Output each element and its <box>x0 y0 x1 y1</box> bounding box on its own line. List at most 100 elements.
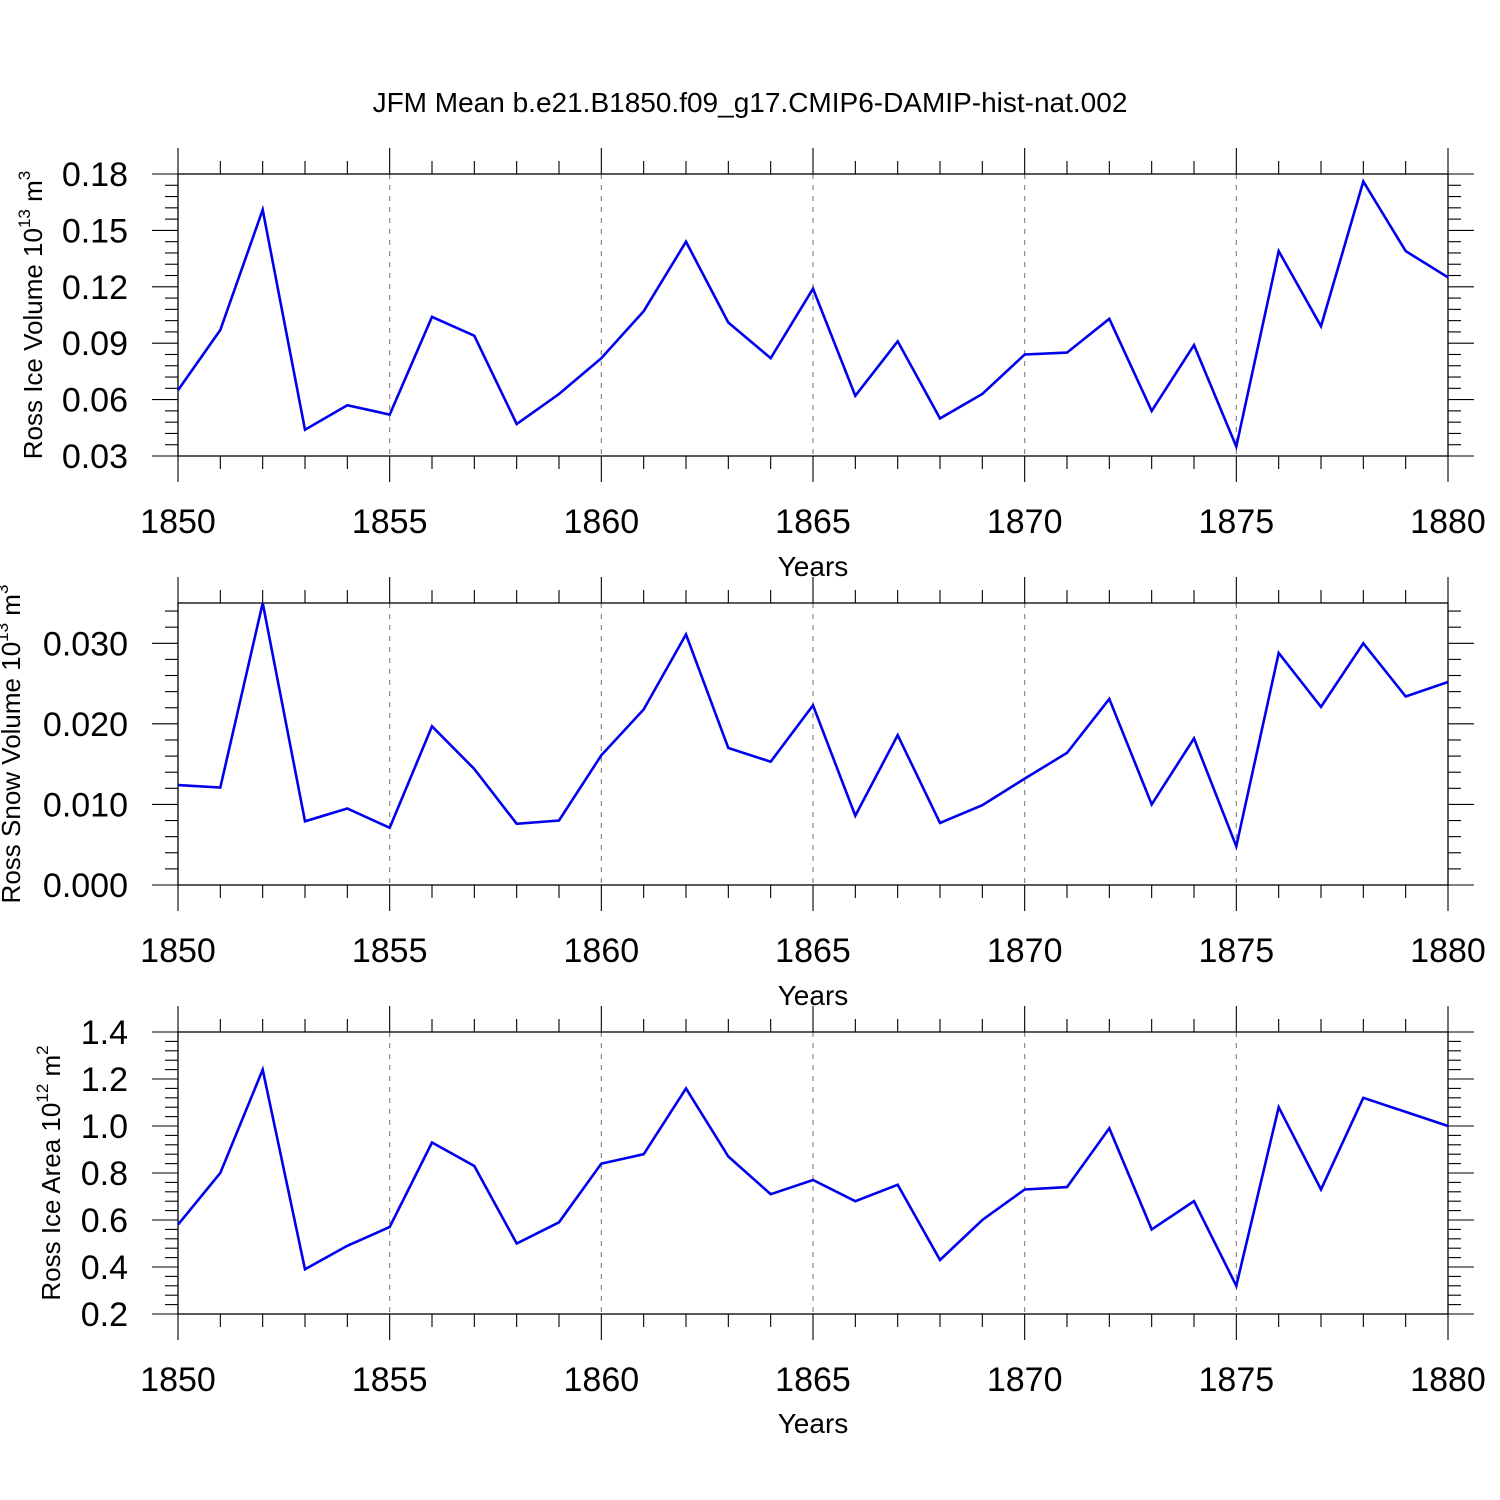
y-label-text: Ross Ice Volume 10 <box>18 228 48 459</box>
data-point <box>684 632 688 636</box>
x-tick-label: 1850 <box>140 932 216 970</box>
x-tick-label: 1860 <box>564 1361 640 1399</box>
y-axis-label: Ross Ice Area 1012 m2 <box>33 1045 66 1300</box>
data-point <box>599 753 603 757</box>
x-tick-label: 1865 <box>775 503 851 541</box>
y-tick-label: 1.4 <box>81 1014 128 1052</box>
y-label-superscript: 12 <box>33 1084 52 1103</box>
y-label-superscript: 2 <box>33 1045 52 1054</box>
data-point <box>557 1220 561 1224</box>
data-point <box>1277 249 1281 253</box>
data-point <box>303 819 307 823</box>
data-point <box>1150 1227 1154 1231</box>
x-tick-label: 1855 <box>352 1361 428 1399</box>
data-point <box>980 392 984 396</box>
data-point <box>769 1192 773 1196</box>
data-point <box>642 309 646 313</box>
data-point <box>1361 641 1365 645</box>
data-point <box>218 328 222 332</box>
data-point <box>811 703 815 707</box>
data-point <box>938 416 942 420</box>
y-label-superscript: 13 <box>15 209 34 228</box>
data-point <box>303 428 307 432</box>
data-point <box>515 822 519 826</box>
data-point <box>472 767 476 771</box>
data-point <box>896 733 900 737</box>
data-point <box>1446 275 1450 279</box>
data-point <box>345 403 349 407</box>
y-tick-label: 0.12 <box>62 269 128 307</box>
data-point <box>557 819 561 823</box>
data-point <box>1065 1185 1069 1189</box>
data-point <box>1446 1124 1450 1128</box>
data-point <box>599 1162 603 1166</box>
data-point <box>388 1225 392 1229</box>
y-label-superscript: 3 <box>0 585 12 594</box>
data-point <box>1319 705 1323 709</box>
data-point <box>726 321 730 325</box>
y-tick-label: 0.010 <box>43 786 128 824</box>
data-point <box>1192 736 1196 740</box>
x-tick-label: 1875 <box>1199 1361 1275 1399</box>
data-point <box>896 1183 900 1187</box>
y-tick-label: 0.030 <box>43 625 128 663</box>
data-point <box>1277 1105 1281 1109</box>
y-tick-label: 0.000 <box>43 867 128 905</box>
data-point <box>1192 343 1196 347</box>
data-point <box>769 356 773 360</box>
data-point <box>684 240 688 244</box>
plot-frame <box>177 1031 1449 1315</box>
data-point <box>1150 409 1154 413</box>
x-tick-label: 1865 <box>775 1361 851 1399</box>
data-point <box>938 821 942 825</box>
data-point <box>1361 1096 1365 1100</box>
y-tick-label: 1.0 <box>81 1108 128 1146</box>
x-tick-label: 1870 <box>987 503 1063 541</box>
data-point <box>1192 1199 1196 1203</box>
x-tick-label: 1855 <box>352 932 428 970</box>
y-label-text: m <box>36 1055 66 1084</box>
data-point <box>1404 1110 1408 1114</box>
data-point <box>345 1244 349 1248</box>
data-point <box>515 422 519 426</box>
y-tick-label: 0.09 <box>62 325 128 363</box>
data-point <box>1150 802 1154 806</box>
x-tick-label: 1870 <box>987 932 1063 970</box>
x-tick-label: 1880 <box>1410 1361 1486 1399</box>
x-tick-label: 1880 <box>1410 503 1486 541</box>
data-point <box>642 1152 646 1156</box>
data-point <box>176 783 180 787</box>
data-point <box>1065 751 1069 755</box>
data-point <box>1234 445 1238 449</box>
data-point <box>261 208 265 212</box>
y-tick-label: 0.18 <box>62 156 128 194</box>
x-tick-label: 1850 <box>140 503 216 541</box>
data-point <box>1234 1284 1238 1288</box>
x-tick-label: 1850 <box>140 1361 216 1399</box>
data-point <box>811 287 815 291</box>
y-tick-label: 0.8 <box>81 1155 128 1193</box>
panels: 1850 1855 1860 1865 1870 1875 1880 Years 0.03 0.0… <box>0 148 1486 1439</box>
data-point <box>980 803 984 807</box>
x-tick-label: 1880 <box>1410 932 1486 970</box>
chart-panel-3: 1850 1855 1860 1865 1870 1875 1880 Years 0.2 0.4 0… <box>33 1006 1486 1439</box>
data-point <box>726 746 730 750</box>
y-tick-label: 0.2 <box>81 1296 128 1334</box>
y-tick-label: 0.06 <box>62 382 128 420</box>
data-point <box>261 1068 265 1072</box>
y-label-text: m <box>0 594 26 623</box>
data-point <box>642 707 646 711</box>
x-tick-label: 1860 <box>564 932 640 970</box>
data-point <box>218 1171 222 1175</box>
y-tick-label: 0.4 <box>81 1249 128 1287</box>
data-point <box>176 388 180 392</box>
data-point <box>896 339 900 343</box>
data-point <box>515 1242 519 1246</box>
data-point <box>388 413 392 417</box>
y-label-text: m <box>18 180 48 209</box>
series-line <box>176 1065 1449 1290</box>
y-axis-label: Ross Ice Volume 1013 m3 <box>15 171 48 460</box>
chart-panel-2: 1850 1855 1860 1865 1870 1875 1880 Years 0.000 0.… <box>0 577 1486 1011</box>
y-tick-label: 0.020 <box>43 706 128 744</box>
